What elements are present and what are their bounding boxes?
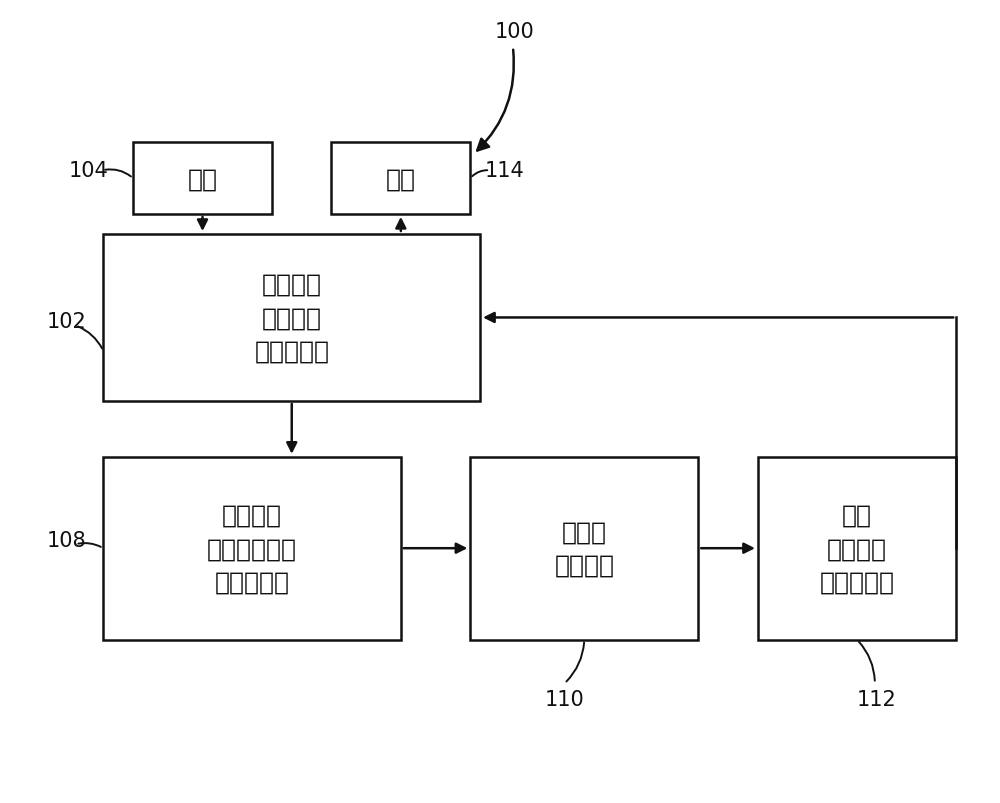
Text: 输出: 输出 [386, 167, 416, 191]
Bar [103, 234, 480, 402]
Text: 110: 110 [545, 690, 584, 710]
Bar [103, 457, 401, 640]
Text: 100: 100 [495, 22, 535, 42]
Text: 104: 104 [69, 161, 108, 181]
Text: 114: 114 [485, 161, 525, 181]
Text: 输出
（例如，
结果测量）: 输出 （例如， 结果测量） [820, 503, 895, 594]
Text: 量子控制
信号（例如，
微波脉冲）: 量子控制 信号（例如， 微波脉冲） [207, 503, 297, 594]
Text: 控制设备
（例如，
计算机器）: 控制设备 （例如， 计算机器） [254, 272, 329, 364]
Text: 量子位
网格布置: 量子位 网格布置 [554, 520, 614, 577]
Text: 112: 112 [857, 690, 897, 710]
Text: 108: 108 [47, 531, 86, 551]
Bar [133, 143, 272, 214]
Text: 输入: 输入 [188, 167, 218, 191]
Bar [331, 143, 470, 214]
Bar [470, 457, 698, 640]
Bar [758, 457, 956, 640]
Text: 102: 102 [47, 312, 87, 332]
